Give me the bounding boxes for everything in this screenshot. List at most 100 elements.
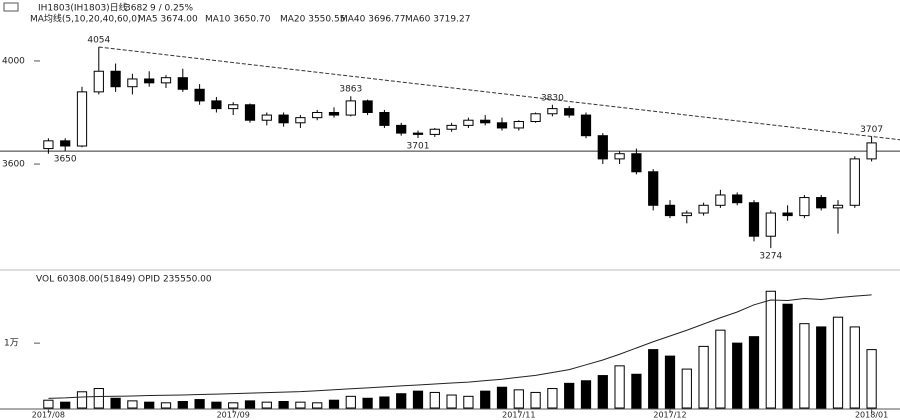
volume-bar xyxy=(614,365,625,409)
volume-bar xyxy=(60,401,71,409)
candle-body xyxy=(480,119,491,124)
candle-body xyxy=(244,104,256,121)
candle-body xyxy=(60,140,71,147)
volume-bar xyxy=(782,303,793,409)
y-tick-label: 4000 xyxy=(2,56,25,66)
volume-bar xyxy=(379,396,390,409)
volume-bar xyxy=(832,316,844,409)
volume-bar xyxy=(496,386,508,409)
annotation: 3650 xyxy=(54,155,77,165)
annotation: 3701 xyxy=(407,142,430,152)
candle-body xyxy=(866,142,877,160)
annotation: 3707 xyxy=(860,125,883,135)
volume-bar xyxy=(362,397,373,409)
candle-body xyxy=(278,114,289,124)
volume-bar xyxy=(732,342,743,409)
volume-bar xyxy=(513,389,524,409)
candle-body xyxy=(93,70,104,93)
volume-bar xyxy=(278,401,289,409)
candle-body xyxy=(597,135,608,160)
last-price: 3682 xyxy=(125,4,148,14)
trend-line xyxy=(98,46,900,141)
volume-label: VOL 60308.00(51849) xyxy=(36,275,136,285)
candle-body xyxy=(732,194,743,204)
candle-body xyxy=(412,132,424,135)
candle-body xyxy=(614,153,625,160)
candle-body xyxy=(816,197,827,209)
candle-body xyxy=(446,124,457,130)
candle-body xyxy=(295,117,306,124)
candle-body xyxy=(849,158,860,206)
volume-bar xyxy=(580,380,592,409)
candle-body xyxy=(345,100,356,116)
volume-bar xyxy=(547,388,558,409)
candle-body xyxy=(177,77,188,90)
volume-bar xyxy=(244,400,256,409)
volume-bar xyxy=(228,402,239,409)
volume-tick-label: 1万 xyxy=(4,339,19,349)
window-icon xyxy=(3,2,19,12)
candle-body xyxy=(681,212,692,217)
candle-body xyxy=(664,204,676,217)
volume-bar xyxy=(631,373,642,409)
candle-body xyxy=(228,104,239,110)
volume-bar xyxy=(748,336,760,409)
candle-body xyxy=(748,202,760,237)
volume-bar xyxy=(480,390,491,409)
ma-label: MA60 3719.27 xyxy=(405,15,470,25)
candle-body xyxy=(530,113,541,123)
candle-body xyxy=(429,128,440,135)
volume-bar xyxy=(597,375,608,409)
annotation: 3863 xyxy=(339,85,362,95)
volume-bar xyxy=(144,401,155,409)
x-tick-label: 2017/08 xyxy=(32,411,65,420)
volume-bar xyxy=(849,326,860,409)
candle-body xyxy=(463,119,474,126)
volume-bar xyxy=(211,401,222,409)
annotation: 3274 xyxy=(759,252,782,262)
candle-body xyxy=(765,212,776,237)
open-interest-label: OPID 235550.00 xyxy=(138,275,212,285)
volume-bar xyxy=(76,391,88,409)
volume-bar xyxy=(698,345,709,409)
volume-bar xyxy=(194,399,205,409)
candle-body xyxy=(76,91,88,147)
volume-bar xyxy=(328,399,340,409)
annotation: 4054 xyxy=(87,36,110,46)
volume-bar xyxy=(295,401,306,409)
volume-bar xyxy=(664,355,676,409)
candle-body xyxy=(144,78,155,84)
volume-bar xyxy=(648,349,659,409)
ma-label: MA20 3550.55 xyxy=(280,15,345,25)
candle-body xyxy=(782,212,793,217)
volume-bar xyxy=(715,329,726,409)
ma-label: MA均线(5,10,20,40,60,0) xyxy=(30,13,141,25)
candle-body xyxy=(312,111,323,119)
x-tick-label: 2017/12 xyxy=(653,411,686,420)
candle-body xyxy=(799,197,810,217)
candle-body xyxy=(648,171,659,206)
candle-body xyxy=(127,78,138,88)
chart-title: IH1803(IH1803)日线 xyxy=(38,2,128,14)
y-tick-label: 3600 xyxy=(2,160,25,170)
volume-bar xyxy=(446,394,457,409)
candle-body xyxy=(698,204,709,214)
volume-bar xyxy=(429,391,440,409)
volume-bar xyxy=(816,326,827,409)
candle-body xyxy=(160,77,172,84)
candle-body xyxy=(396,124,407,134)
candle-body xyxy=(110,70,121,88)
candle-body xyxy=(43,140,54,150)
candle-body xyxy=(631,153,642,173)
volume-bar xyxy=(765,290,776,409)
volume-bar xyxy=(866,349,877,409)
candle-body xyxy=(564,108,575,116)
volume-bar xyxy=(463,395,474,409)
volume-bar xyxy=(261,401,272,409)
volume-bar xyxy=(177,401,188,409)
volume-bar xyxy=(110,397,121,409)
volume-bar xyxy=(396,393,407,409)
